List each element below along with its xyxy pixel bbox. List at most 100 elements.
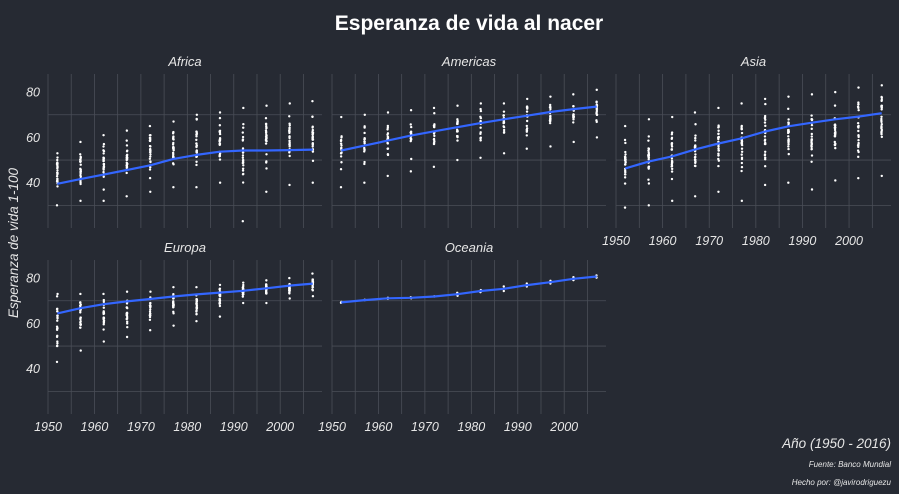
data-point: [810, 188, 814, 191]
data-point: [856, 143, 860, 147]
data-point: [502, 125, 506, 129]
data-point: [148, 139, 152, 143]
data-point: [242, 172, 245, 176]
data-point: [763, 135, 767, 138]
data-point: [624, 173, 627, 176]
data-point: [339, 168, 343, 171]
data-point: [833, 104, 837, 107]
data-point: [195, 117, 198, 121]
data-point: [834, 90, 837, 94]
data-point: [195, 304, 199, 308]
data-point: [55, 295, 59, 298]
data-point: [717, 145, 720, 148]
data-point: [125, 129, 129, 132]
data-point: [56, 161, 59, 164]
data-point: [787, 147, 790, 151]
data-point: [56, 185, 59, 188]
data-point: [195, 149, 198, 152]
data-point: [56, 317, 59, 320]
data-point: [218, 295, 222, 298]
data-point: [218, 129, 222, 133]
data-point: [195, 132, 199, 135]
data-point: [79, 155, 82, 159]
data-point: [856, 121, 860, 125]
data-point: [264, 122, 268, 125]
data-point: [880, 84, 883, 87]
data-point: [526, 97, 529, 101]
data-point: [717, 164, 720, 168]
y-tick-label: 60: [26, 131, 40, 145]
data-point: [787, 95, 790, 98]
data-point: [242, 164, 245, 167]
data-point: [126, 320, 129, 323]
data-point: [56, 340, 59, 343]
data-point: [647, 178, 650, 181]
data-point: [671, 115, 674, 119]
data-point: [363, 160, 366, 164]
data-point: [763, 183, 767, 187]
data-point: [125, 302, 129, 305]
data-point: [241, 154, 245, 157]
data-point: [102, 142, 106, 146]
data-point: [172, 302, 175, 305]
data-point: [79, 304, 82, 307]
data-point: [102, 166, 105, 170]
data-point: [311, 99, 314, 103]
data-point: [525, 119, 529, 123]
data-point: [288, 115, 291, 118]
data-point: [172, 152, 175, 156]
data-point: [241, 220, 245, 223]
data-point: [79, 160, 82, 163]
y-tick-label: 60: [26, 317, 40, 331]
data-point: [172, 149, 175, 152]
data-point: [479, 102, 483, 105]
data-point: [647, 139, 650, 142]
data-point: [717, 190, 720, 193]
data-point: [857, 176, 860, 180]
data-point: [311, 126, 314, 129]
data-point: [623, 169, 627, 173]
data-point: [56, 342, 59, 345]
data-point: [595, 109, 599, 113]
data-point: [549, 115, 552, 119]
data-point: [810, 132, 814, 136]
data-point: [693, 195, 697, 198]
data-point: [125, 156, 129, 159]
data-point: [264, 289, 268, 293]
data-point: [171, 162, 175, 165]
data-point: [125, 139, 128, 142]
data-point: [218, 116, 222, 120]
data-point: [126, 325, 129, 329]
data-point: [148, 315, 152, 319]
data-point: [311, 150, 315, 153]
data-point: [172, 285, 175, 289]
data-point: [693, 164, 697, 168]
x-tick-label: 1950: [602, 234, 630, 248]
data-point: [502, 121, 505, 124]
data-point: [102, 323, 105, 326]
data-point: [125, 171, 128, 175]
data-point: [102, 317, 105, 321]
data-point: [218, 155, 221, 158]
trend-line: [341, 275, 597, 304]
data-point: [56, 156, 59, 159]
data-point: [623, 155, 627, 158]
data-point: [740, 127, 743, 130]
data-point: [624, 141, 627, 145]
data-point: [595, 107, 599, 111]
data-point: [572, 113, 575, 116]
data-point: [740, 156, 744, 160]
data-point: [764, 124, 767, 128]
data-point: [455, 128, 459, 132]
data-point: [694, 134, 697, 137]
data-point: [363, 162, 366, 166]
data-point: [241, 169, 245, 172]
data-point: [717, 136, 720, 139]
data-point: [340, 161, 343, 164]
data-point: [647, 135, 650, 138]
data-point: [456, 139, 459, 142]
data-point: [479, 138, 482, 142]
data-point: [502, 102, 506, 105]
data-point: [102, 152, 105, 155]
